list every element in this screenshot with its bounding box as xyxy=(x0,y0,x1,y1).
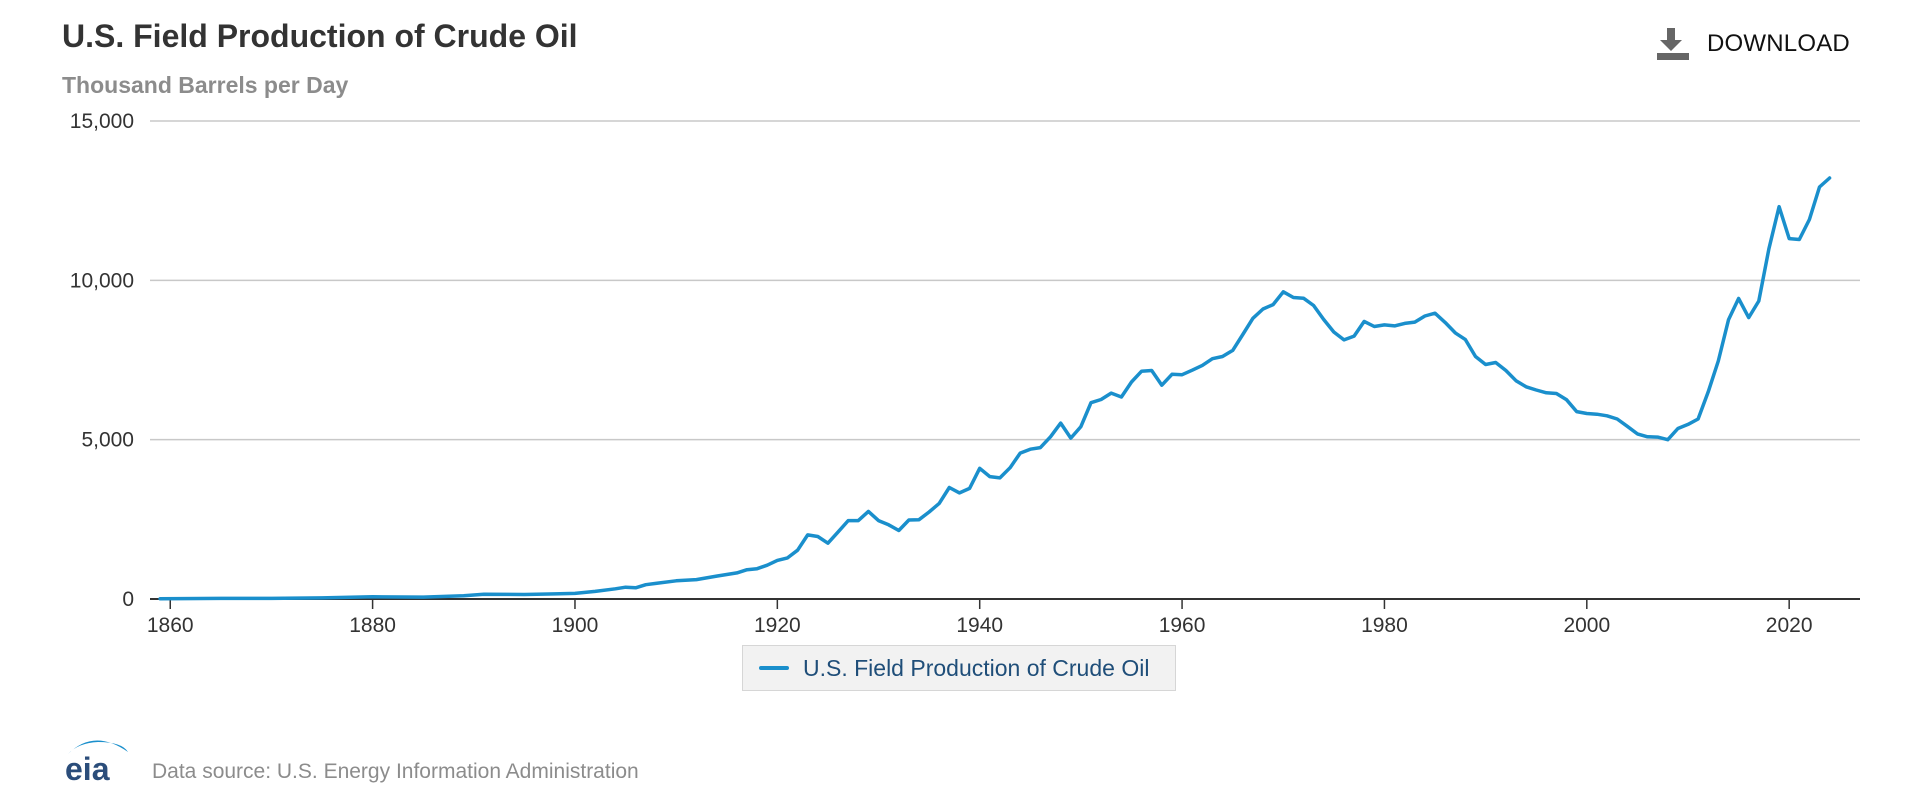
data-source: Data source: U.S. Energy Information Adm… xyxy=(152,760,639,783)
x-tick-label: 1900 xyxy=(552,614,599,637)
y-tick-label: 5,000 xyxy=(81,429,134,452)
download-icon xyxy=(1657,28,1689,60)
gridlines xyxy=(150,120,1860,441)
x-tick-label: 2020 xyxy=(1766,614,1813,637)
chart-subtitle: Thousand Barrels per Day xyxy=(62,72,349,98)
y-tick-label: 15,000 xyxy=(70,110,134,133)
legend-label: U.S. Field Production of Crude Oil xyxy=(803,654,1150,681)
axes: 0 5,000 10,000 15,000 1860 1880 1900 1920 1940 19… xyxy=(70,110,1860,637)
y-tick-label: 10,000 xyxy=(70,269,134,292)
x-tick-label: 1940 xyxy=(956,614,1003,637)
legend-item[interactable]: U.S. Field Production of Crude Oil xyxy=(742,645,1176,691)
x-tick-label: 1880 xyxy=(349,614,396,637)
download-label: DOWNLOAD xyxy=(1707,30,1850,57)
x-tick-label: 1860 xyxy=(147,614,194,637)
series-line[interactable] xyxy=(158,176,1832,601)
eia-logo: eia xyxy=(65,740,128,784)
eia-logo-text: eia xyxy=(65,751,110,784)
x-tick-label: 2000 xyxy=(1563,614,1610,637)
x-tick-label: 1960 xyxy=(1159,614,1206,637)
legend-swatch xyxy=(759,666,789,670)
download-button[interactable]: DOWNLOAD xyxy=(1655,26,1850,62)
x-tick-label: 1920 xyxy=(754,614,801,637)
series-layer xyxy=(158,176,1832,601)
page-title: U.S. Field Production of Crude Oil xyxy=(62,18,578,54)
x-tick-label: 1980 xyxy=(1361,614,1408,637)
y-tick-label: 0 xyxy=(122,588,134,611)
